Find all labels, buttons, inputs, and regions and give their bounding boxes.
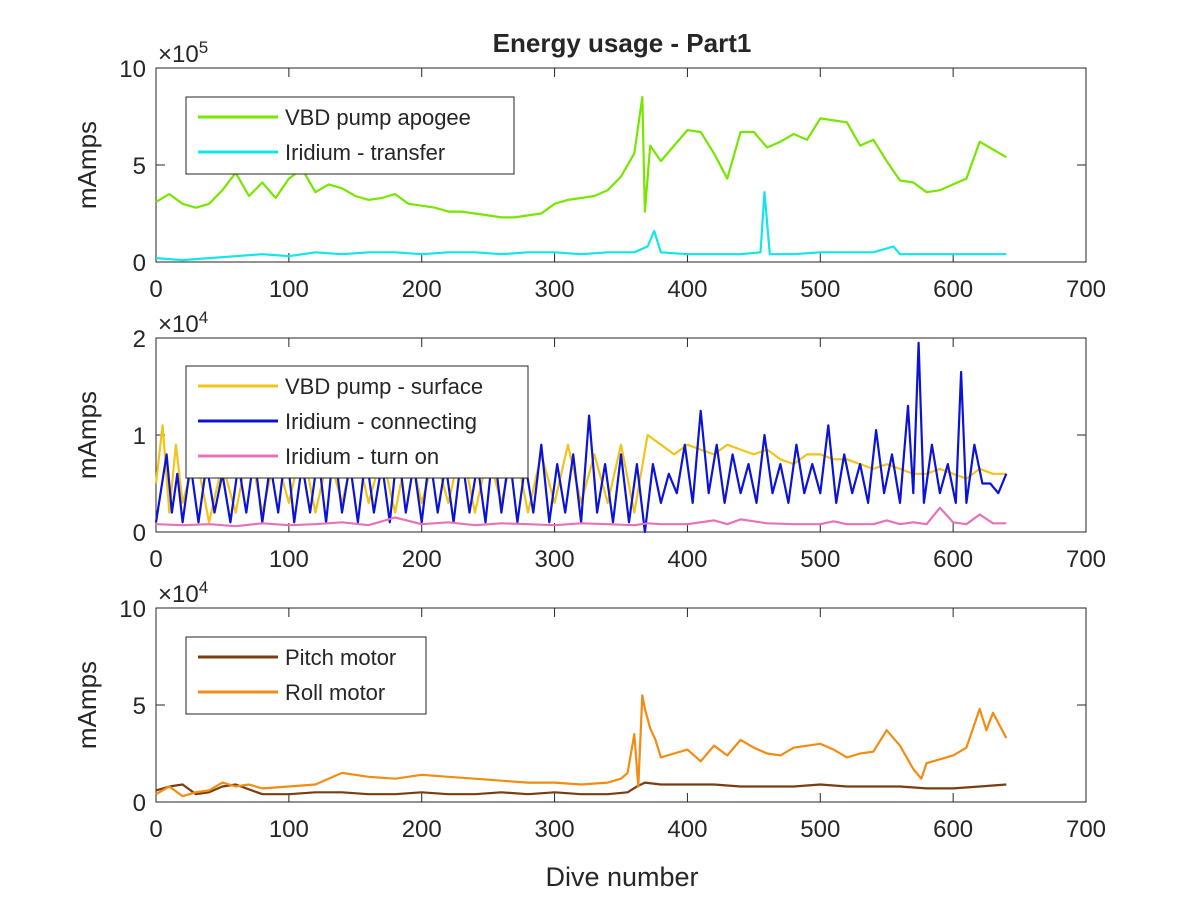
y-tick-label: 0 xyxy=(133,250,146,277)
series-line xyxy=(154,341,1008,534)
x-tick-label: 500 xyxy=(800,546,840,573)
legend-entry: Pitch motor xyxy=(285,645,396,670)
x-tick-label: 100 xyxy=(269,816,309,843)
x-tick-label: 200 xyxy=(402,546,442,573)
legend-box xyxy=(185,636,427,715)
y-axis-label: mAmps xyxy=(72,661,102,749)
y-tick-label: 0 xyxy=(133,520,146,547)
subplot-3: 0 100 200 300 400 500 600 7000510×104mAmpsPitch… xyxy=(72,578,1106,843)
x-tick-label: 300 xyxy=(535,276,575,303)
legend-box xyxy=(185,96,515,175)
y-tick-label: 10 xyxy=(119,56,146,83)
x-tick-label: 700 xyxy=(1066,816,1106,843)
x-tick-label: 700 xyxy=(1066,546,1106,573)
x-tick-label: 400 xyxy=(667,816,707,843)
series-line xyxy=(155,694,1008,798)
x-tick-label: 400 xyxy=(667,276,707,303)
y-tick-label: 1 xyxy=(133,423,146,450)
y-tick-label: 5 xyxy=(133,693,146,720)
legend-entry: Iridium - connecting xyxy=(285,409,477,434)
y-tick-label: 0 xyxy=(133,790,146,817)
x-tick-label: 200 xyxy=(402,816,442,843)
x-tick-label: 600 xyxy=(933,276,973,303)
x-tick-label: 600 xyxy=(933,546,973,573)
legend-entry: Iridium - turn on xyxy=(285,444,439,469)
legend: VBD pump - surface Iridium - connecting Ir… xyxy=(185,365,529,479)
x-tick-label: 700 xyxy=(1066,276,1106,303)
x-tick-label: 500 xyxy=(800,816,840,843)
x-tick-label: 0 xyxy=(149,276,162,303)
legend-entry: Roll motor xyxy=(285,680,385,705)
y-axis-label: mAmps xyxy=(72,391,102,479)
legend: Pitch motor Roll motor xyxy=(185,636,427,715)
x-tick-label: 100 xyxy=(269,546,309,573)
y-tick-label: 10 xyxy=(119,596,146,623)
x-tick-label: 100 xyxy=(269,276,309,303)
x-tick-label: 300 xyxy=(535,546,575,573)
y-tick-label: 5 xyxy=(133,153,146,180)
x-tick-label: 300 xyxy=(535,816,575,843)
legend-entry: Iridium - transfer xyxy=(285,140,445,165)
x-tick-label: 500 xyxy=(800,276,840,303)
x-tick-label: 400 xyxy=(667,546,707,573)
legend-entry: VBD pump - surface xyxy=(285,374,483,399)
x-tick-label: 0 xyxy=(149,816,162,843)
y-axis-label: mAmps xyxy=(72,121,102,209)
axis-exponent-power: 4 xyxy=(199,308,208,327)
x-tick-label: 600 xyxy=(933,816,973,843)
legend: VBD pump apogee Iridium - transfer xyxy=(185,96,515,175)
legend-entry: VBD pump apogee xyxy=(285,105,471,130)
y-tick-label: 2 xyxy=(133,326,146,353)
axis-exponent-power: 5 xyxy=(199,38,208,57)
figure-title: Energy usage - Part1 xyxy=(493,28,752,58)
axis-exponent-power: 4 xyxy=(199,578,208,597)
x-tick-label: 200 xyxy=(402,276,442,303)
x-axis-label: Dive number xyxy=(545,862,698,892)
x-tick-label: 0 xyxy=(149,546,162,573)
series-line xyxy=(155,506,1007,528)
series-line xyxy=(155,191,1007,262)
